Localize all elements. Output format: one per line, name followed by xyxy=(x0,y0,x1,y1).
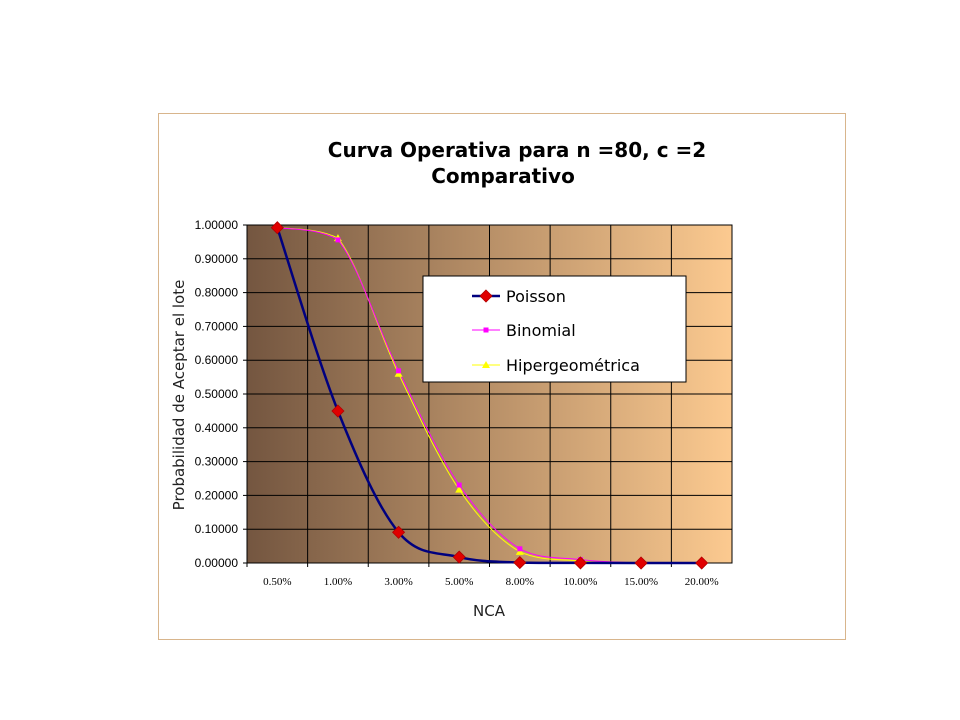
chart-title: Curva Operativa para n =80, c =2 xyxy=(328,138,706,162)
y-tick-label: 0.40000 xyxy=(195,421,239,435)
y-tick-label: 0.90000 xyxy=(195,252,239,266)
y-axis-ticks: 0.00000 0.10000 0.20000 0.30000 0.40000 0.500… xyxy=(195,218,247,570)
legend-label: Hipergeométrica xyxy=(506,356,640,375)
x-tick-label: 5.00% xyxy=(445,576,473,588)
series-layer xyxy=(270,221,709,570)
data-point xyxy=(634,556,648,570)
data-point xyxy=(335,237,341,243)
y-tick-label: 1.00000 xyxy=(195,218,239,232)
x-tick-label: 0.50% xyxy=(263,576,291,588)
data-point xyxy=(391,525,406,539)
legend-marker xyxy=(482,361,490,368)
x-tick-label: 15.00% xyxy=(624,576,658,588)
y-tick-label: 0.50000 xyxy=(195,387,239,401)
legend: Poisson Binomial Hipergeométrica xyxy=(422,275,687,383)
data-point xyxy=(331,404,345,418)
y-tick-label: 0.80000 xyxy=(195,286,239,300)
data-point xyxy=(396,368,402,374)
y-axis-title: Probabilidad de Aceptar el lote xyxy=(170,280,188,511)
legend-marker xyxy=(483,327,489,333)
series-markers-poisson xyxy=(270,221,709,570)
y-tick-label: 0.70000 xyxy=(195,319,239,333)
chart-subtitle: Comparativo xyxy=(431,164,575,188)
data-point xyxy=(573,556,588,570)
y-tick-label: 0.30000 xyxy=(195,455,239,469)
y-tick-label: 0.60000 xyxy=(195,353,239,367)
legend-marker xyxy=(479,289,493,303)
legend-item: Hipergeométrica xyxy=(472,356,640,375)
x-tick-label: 1.00% xyxy=(324,576,352,588)
data-point xyxy=(513,556,527,570)
y-tick-label: 0.20000 xyxy=(195,488,239,502)
legend-items: Poisson Binomial Hipergeométrica xyxy=(472,287,640,375)
y-tick-label: 0.10000 xyxy=(195,522,239,536)
x-axis-ticks: 0.50% 1.00% 3.00% 5.00% 8.00% 10.00% 15.00% 20.… xyxy=(246,563,719,588)
data-point xyxy=(456,482,462,488)
legend-label: Poisson xyxy=(506,287,566,306)
data-point xyxy=(452,550,466,564)
x-tick-label: 8.00% xyxy=(506,576,534,588)
y-tick-label: 0.00000 xyxy=(195,556,239,570)
legend-label: Binomial xyxy=(506,321,576,340)
data-point xyxy=(270,221,284,235)
x-axis-title: NCA xyxy=(473,602,506,620)
x-tick-label: 10.00% xyxy=(563,576,597,588)
legend-item: Poisson xyxy=(472,287,566,306)
data-point xyxy=(695,556,709,570)
data-point xyxy=(515,547,524,555)
x-tick-label: 20.00% xyxy=(685,576,719,588)
data-point xyxy=(517,546,523,552)
legend-box xyxy=(422,275,687,383)
x-tick-label: 3.00% xyxy=(384,576,412,588)
legend-item: Binomial xyxy=(472,321,576,340)
data-point xyxy=(455,485,464,493)
